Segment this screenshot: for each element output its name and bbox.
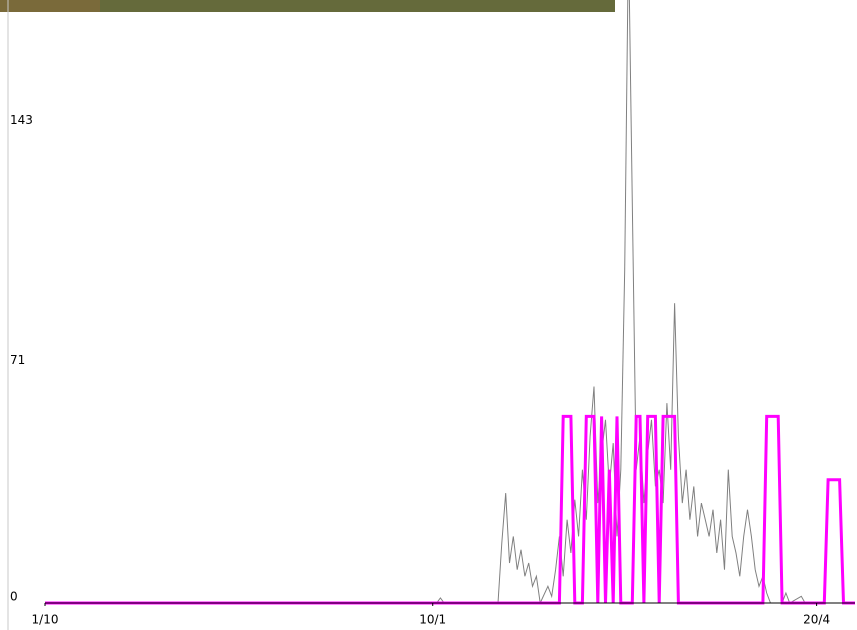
- thumbnail-image-detail: [100, 0, 615, 12]
- y-tick-label: 143: [10, 113, 33, 127]
- y-tick-label: 71: [10, 353, 25, 367]
- x-tick-label: 20/4: [803, 613, 830, 627]
- y-tick-label: 0: [10, 590, 18, 604]
- series-line: [45, 414, 855, 605]
- x-tick-label: 10/1: [419, 613, 446, 627]
- plot-area: [45, 0, 855, 605]
- x-tick-label: 1/10: [32, 613, 59, 627]
